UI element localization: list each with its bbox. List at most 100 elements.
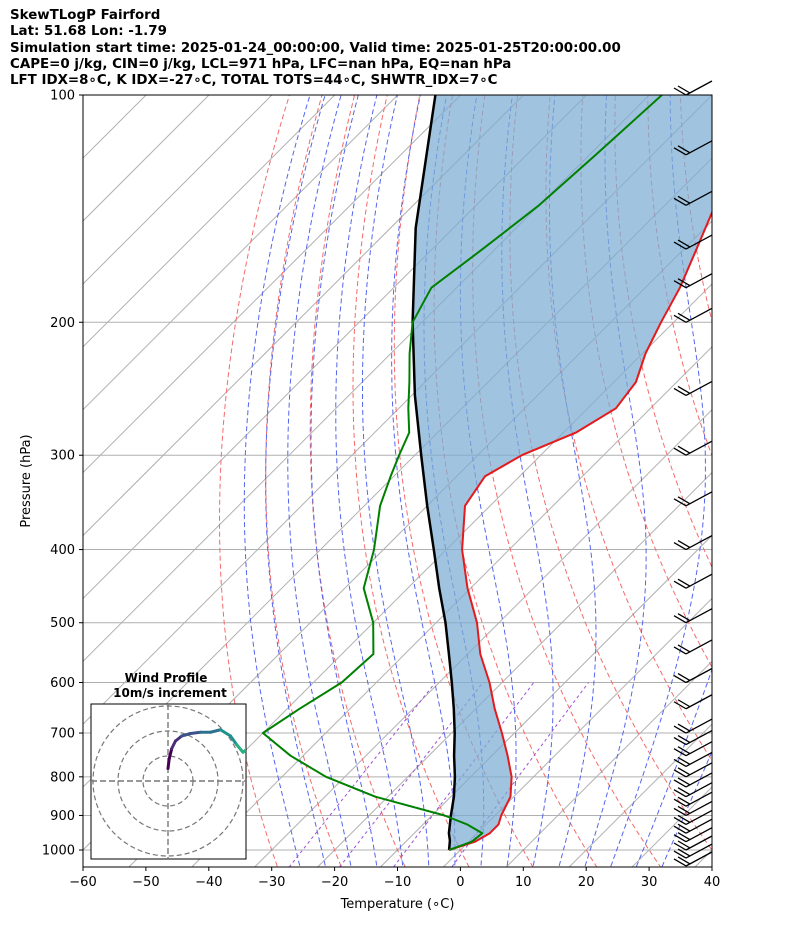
wind-barb-flag [677, 840, 691, 849]
wind-barb [673, 718, 713, 734]
wind-barb-shaft [685, 751, 713, 767]
wind-barb-flag [677, 239, 691, 248]
dry-adiabat-line [352, 95, 470, 867]
wind-barb [673, 491, 713, 507]
location-line: Lat: 51.68 Lon: -1.79 [10, 24, 167, 40]
wind-barb-flag [677, 445, 691, 454]
dry-adiabat-line [712, 61, 794, 882]
wind-barb [673, 809, 713, 826]
wind-barb-shaft [685, 694, 713, 710]
mixing-ratio-line [393, 682, 535, 867]
wind-barb-flag [677, 734, 691, 744]
wind-barb-flag [677, 644, 691, 653]
y-axis-label: Pressure (hPa) [19, 434, 34, 527]
wind-barb-flag [673, 87, 687, 96]
dewpoint-line [261, 95, 663, 851]
wind-barb-flag [677, 85, 691, 94]
wind-barb-shaft [685, 772, 713, 788]
wind-barb-flag [677, 787, 691, 796]
wind-barb [673, 608, 713, 624]
wind-barb-flag [677, 767, 691, 776]
wind-barb-shaft [685, 809, 713, 826]
wind-barb [673, 772, 713, 788]
dry-adiabat-line [614, 95, 712, 569]
wind-barb-flag [673, 825, 687, 834]
wind-barb-flag [677, 578, 691, 587]
wind-barb-flag [677, 312, 691, 321]
wind-barb-flag [677, 195, 691, 204]
x-tick-label: −40 [195, 875, 222, 890]
wind-barb-shaft [685, 573, 713, 589]
wind-barb-flag [673, 241, 687, 250]
cape-shading [412, 95, 712, 850]
wind-barb [673, 140, 713, 156]
hodograph-segment [189, 730, 202, 735]
y-tick-label: 700 [50, 727, 75, 742]
wind-barb-flag [673, 197, 687, 206]
wind-barb-flag [677, 856, 691, 865]
isotherm-line [253, 408, 712, 867]
axes-layer: −60 −50 −40 −30 −20 −10 0 10 20 30 40 1000 900 800 700… [19, 89, 720, 913]
x-tick-label: −20 [321, 875, 348, 890]
dry-adiabat-line [219, 95, 291, 867]
wind-barb-flag [673, 447, 687, 456]
wind-barb-flag [677, 823, 691, 832]
x-tick-label: 0 [456, 875, 464, 890]
y-tick-label: 500 [50, 616, 75, 631]
x-tick-label: 10 [515, 875, 532, 890]
cape-shading-layer [412, 95, 712, 850]
wind-barb [673, 273, 713, 289]
wind-barb [673, 791, 713, 807]
hodograph-segment [241, 747, 246, 754]
wind-barb-flag [677, 814, 691, 823]
wind-barb-shaft [685, 851, 713, 867]
wind-barb-flag [677, 613, 691, 622]
wind-barb-shaft [685, 534, 713, 551]
wind-barb [673, 835, 713, 851]
wind-barb [673, 667, 713, 684]
wind-barb-shaft [685, 729, 713, 746]
wind-barb-flag [673, 615, 687, 624]
moist-adiabat-line [243, 95, 311, 867]
x-axis-label: Temperature (∘C) [340, 897, 455, 912]
wind-barb-flag [677, 832, 691, 841]
parcel-profile-line [411, 95, 457, 851]
y-tick-label: 100 [50, 89, 75, 104]
hodograph-segment [209, 728, 222, 734]
wind-barb-shaft [685, 800, 713, 817]
wind-barb-shaft [685, 273, 713, 289]
wind-barb-flag [677, 672, 691, 682]
isotherm-line [568, 723, 712, 867]
isotherm-line [128, 283, 712, 867]
moist-adiabat-line [661, 750, 712, 867]
moist-adiabat-line [609, 95, 706, 867]
moist-adiabat-line [501, 95, 554, 867]
wind-barb-flag [673, 758, 687, 767]
wind-barb-shaft [685, 818, 713, 834]
wind-barb-flag [673, 674, 687, 684]
isotherm-line [505, 660, 712, 867]
isotherm-line [191, 346, 712, 867]
wind-barb-flag [677, 848, 691, 857]
wind-barb-shaft [685, 782, 713, 798]
wind-barb-shaft [685, 667, 713, 684]
chart-header: SkewTLogP Fairford Lat: 51.68 Lon: -1.79… [10, 8, 621, 89]
wind-barb [673, 729, 713, 746]
wind-barb [673, 741, 713, 757]
dry-adiabat-line [309, 95, 406, 867]
wind-barb-flag [677, 496, 691, 505]
wind-barb-flag [673, 147, 687, 156]
stability-line: CAPE=0 j/kg, CIN=0 j/kg, LCL=971 hPa, LF… [10, 56, 512, 72]
y-tick-label: 300 [50, 449, 75, 464]
moist-adiabat-line [287, 95, 352, 867]
wind-barb-shaft [685, 80, 713, 96]
wind-barb-flag [673, 541, 687, 551]
wind-barb [673, 639, 713, 655]
moist-adiabat-line [310, 95, 378, 867]
profile-lines-layer [261, 95, 712, 851]
wind-barb-flag [677, 746, 691, 755]
y-tick-label: 1000 [42, 844, 75, 859]
isotherm-line [442, 597, 712, 867]
y-tick-label: 400 [50, 543, 75, 558]
